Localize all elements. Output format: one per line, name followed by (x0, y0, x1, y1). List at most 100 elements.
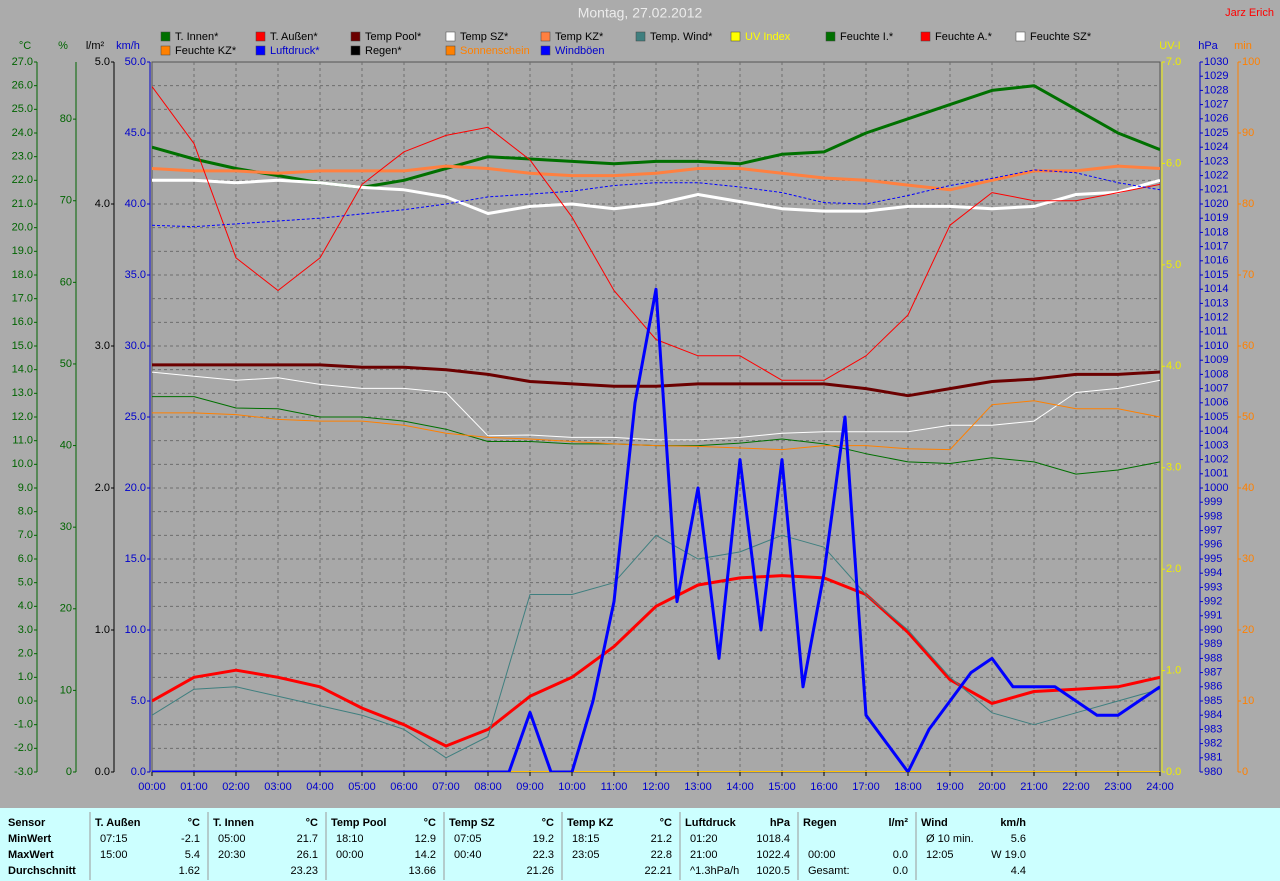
y-tick-label: 1017 (1204, 241, 1228, 253)
y-tick-label: 25.0 (12, 103, 33, 115)
column-title: T. Innen (213, 817, 254, 829)
cell-value: 19.2 (533, 833, 554, 845)
cell-time: 23:05 (572, 849, 600, 861)
cell-time: 21:00 (690, 849, 718, 861)
cell-time: Gesamt: (808, 865, 850, 877)
axis-title: °C (19, 40, 31, 52)
y-tick-label: 1007 (1204, 383, 1228, 395)
series-line (152, 287, 1160, 772)
y-tick-label: 1023 (1204, 155, 1228, 167)
y-tick-label: 45.0 (125, 127, 146, 139)
y-tick-label: 16.0 (12, 316, 33, 328)
y-tick-label: 30 (60, 521, 72, 533)
cell-value: 21.26 (526, 865, 554, 877)
row-label: Sensor (8, 817, 46, 829)
x-tick-label: 15:00 (768, 781, 796, 793)
x-tick-label: 03:00 (264, 781, 292, 793)
y-tick-label: 1009 (1204, 354, 1228, 366)
column-title: Temp SZ (449, 817, 495, 829)
y-tick-label: 3.0 (18, 624, 33, 636)
y-tick-label: 19.0 (12, 245, 33, 257)
x-tick-label: 23:00 (1104, 781, 1132, 793)
cell-value: 22.21 (644, 865, 672, 877)
y-tick-label: 984 (1204, 709, 1222, 721)
y-tick-label: 50.0 (125, 56, 146, 68)
x-tick-label: 19:00 (936, 781, 964, 793)
legend-label: UV Index (745, 31, 791, 43)
y-tick-label: 17.0 (12, 293, 33, 305)
x-tick-label: 00:00 (138, 781, 166, 793)
y-tick-label: 30.0 (125, 340, 146, 352)
column-title: Temp KZ (567, 817, 614, 829)
series-line (152, 363, 1160, 398)
row-label: MaxWert (8, 849, 54, 861)
y-tick-label: 0 (66, 766, 72, 778)
y-tick-label: 1021 (1204, 184, 1228, 196)
y-tick-label: 981 (1204, 752, 1222, 764)
y-tick-label: 25.0 (125, 411, 146, 423)
y-tick-label: 30 (1242, 553, 1254, 565)
legend-label: Luftdruck* (270, 45, 320, 57)
y-tick-label: 0.0 (18, 695, 33, 707)
y-tick-label: 0.0 (1166, 766, 1181, 778)
y-tick-label: 5.0 (131, 695, 146, 707)
cell-value: 23.23 (290, 865, 318, 877)
cell-time: 18:10 (336, 833, 364, 845)
y-tick-label: 70 (60, 195, 72, 207)
y-tick-label: 1006 (1204, 397, 1228, 409)
y-tick-label: 1001 (1204, 468, 1228, 480)
legend-swatch (160, 45, 171, 56)
legend-swatch (350, 31, 361, 42)
y-tick-label: 4.0 (95, 198, 110, 210)
cell-time: 05:00 (218, 833, 246, 845)
y-tick-label: 1014 (1204, 283, 1228, 295)
cell-time: 00:40 (454, 849, 482, 861)
column-unit: km/h (1000, 817, 1026, 829)
y-tick-label: 980 (1204, 766, 1222, 778)
x-tick-label: 01:00 (180, 781, 208, 793)
series-line (152, 86, 1160, 381)
y-tick-label: 996 (1204, 539, 1222, 551)
legend-label: Sonnenschein (460, 45, 530, 57)
y-tick-label: 1022 (1204, 170, 1228, 182)
series-line (152, 178, 1160, 215)
cell-value: 0.0 (893, 865, 908, 877)
summary-table (0, 808, 1280, 881)
y-tick-label: -3.0 (14, 766, 33, 778)
legend-swatch (255, 45, 266, 56)
y-tick-label: 60 (60, 276, 72, 288)
column-unit: °C (660, 817, 672, 829)
cell-time: 00:00 (808, 849, 836, 861)
y-tick-label: 40 (60, 439, 72, 451)
y-tick-label: 2.0 (18, 648, 33, 660)
y-tick-label: 5.0 (95, 56, 110, 68)
y-tick-label: 1000 (1204, 482, 1228, 494)
author: Jarz Erich (1225, 7, 1274, 19)
column-title: Regen (803, 817, 837, 829)
cell-time: 00:00 (336, 849, 364, 861)
legend-swatch (635, 31, 646, 42)
legend-swatch (445, 31, 456, 42)
y-tick-label: 20 (1242, 624, 1254, 636)
y-tick-label: 1.0 (95, 624, 110, 636)
x-tick-label: 18:00 (894, 781, 922, 793)
legend-swatch (255, 31, 266, 42)
y-tick-label: 40.0 (125, 198, 146, 210)
cell-value: 14.2 (415, 849, 436, 861)
y-tick-label: 40 (1242, 482, 1254, 494)
y-tick-label: 1020 (1204, 198, 1228, 210)
cell-time: 12:05 (926, 849, 954, 861)
axis-title: % (58, 40, 68, 52)
x-tick-label: 04:00 (306, 781, 334, 793)
legend-label: Feuchte KZ* (175, 45, 237, 57)
y-tick-label: 1005 (1204, 411, 1228, 423)
x-tick-label: 05:00 (348, 781, 376, 793)
x-tick-label: 21:00 (1020, 781, 1048, 793)
cell-time: Ø 10 min. (926, 833, 974, 845)
y-tick-label: 1011 (1204, 326, 1228, 338)
cell-time: 01:20 (690, 833, 718, 845)
y-tick-label: 0 (1242, 766, 1248, 778)
y-tick-label: 12.0 (12, 411, 33, 423)
y-tick-label: 6.0 (1166, 157, 1181, 169)
y-tick-label: 3.0 (95, 340, 110, 352)
